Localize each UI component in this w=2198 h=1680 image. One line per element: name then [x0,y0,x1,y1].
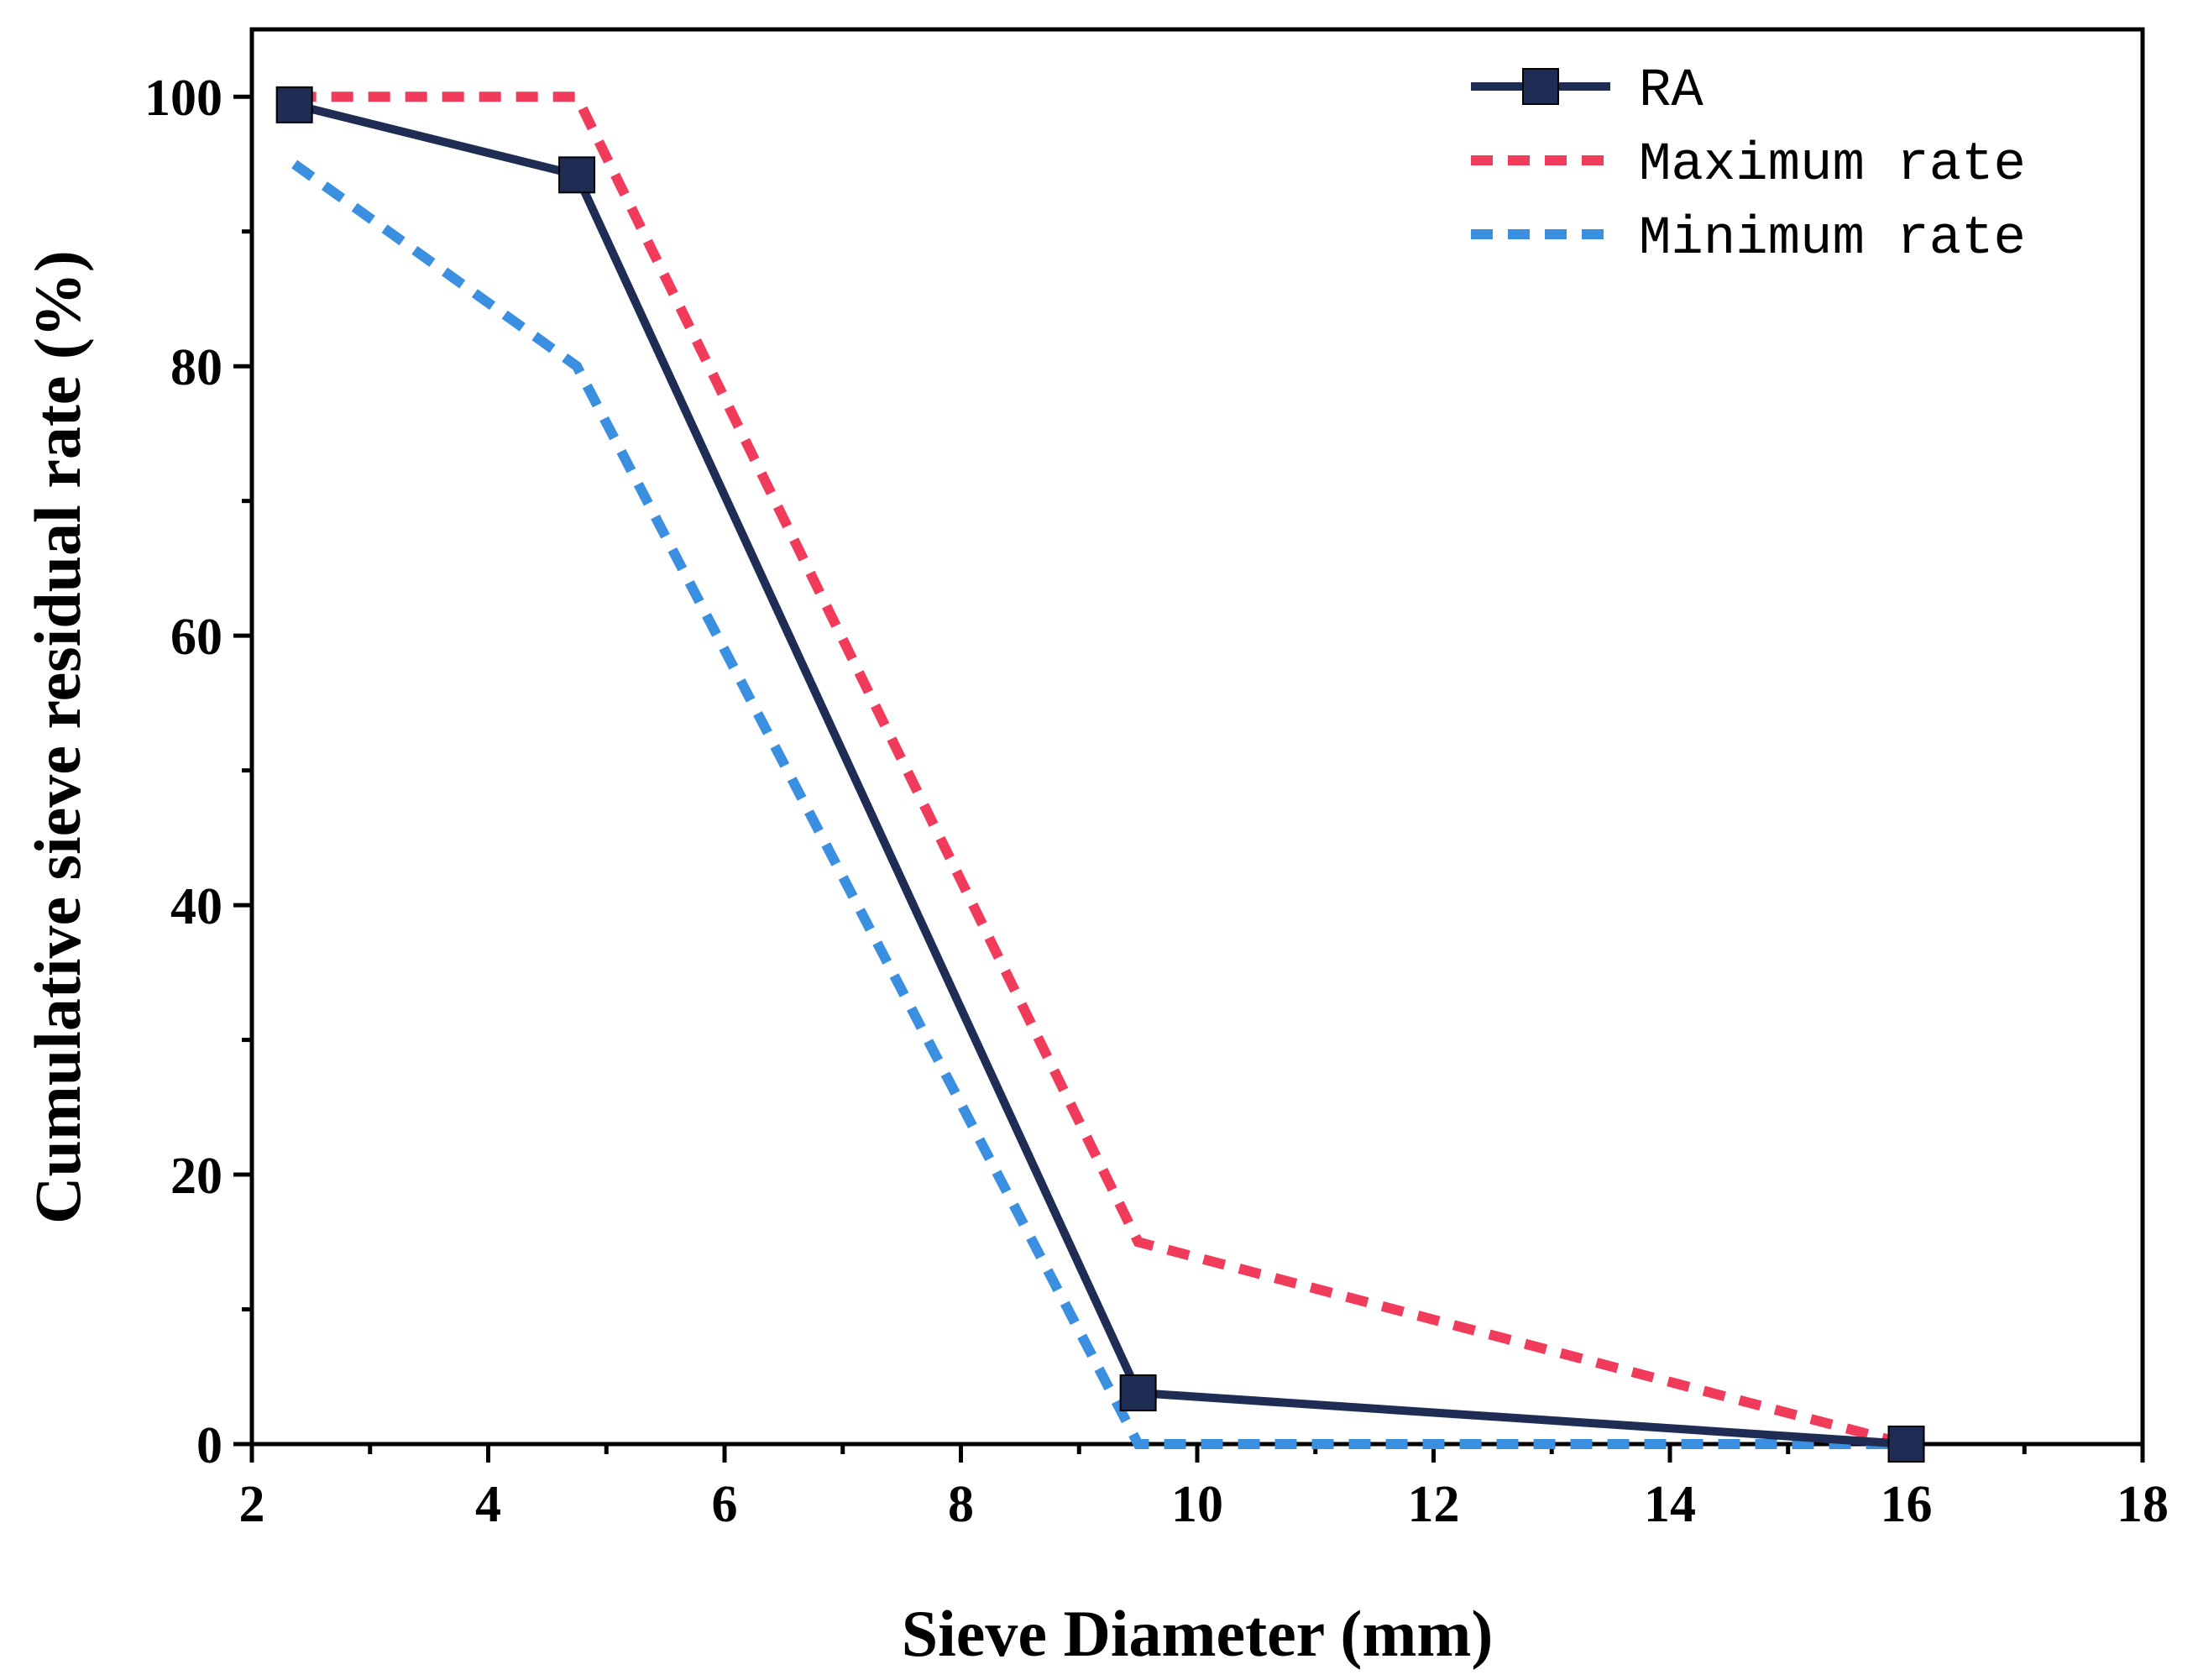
series-layer [275,86,1925,1463]
x-tick-label: 2 [239,1476,265,1533]
data-point-ra [1887,1426,1925,1463]
x-tick-label: 18 [2117,1476,2169,1533]
x-tick-labels: 2 4 6 8 10 12 14 16 18 [239,1476,2169,1533]
series-line-minimum-rate [291,160,1907,1449]
data-point-ra [1119,1374,1157,1412]
x-tick-label: 16 [1881,1476,1933,1533]
x-tick-label: 4 [475,1476,501,1533]
data-point-ra [275,86,313,123]
legend-label-maximum-rate: Maximum rate [1639,135,2026,196]
legend-marker-ra [1522,68,1559,105]
y-axis-title: Cumulative sieve residual rate (%) [21,250,94,1224]
legend-label-minimum-rate: Minimum rate [1639,209,2026,270]
x-tick-label: 8 [948,1476,974,1533]
x-axis-title: Sieve Diameter (mm) [902,1597,1494,1670]
x-tick-label: 12 [1408,1476,1460,1533]
series-line-ra [293,101,1907,1448]
x-tick-label: 10 [1171,1476,1223,1533]
legend: RA Maximum rate Minimum rate [1471,61,2026,270]
y-tick-label: 40 [170,878,222,935]
series-line-maximum-rate [294,92,1908,1449]
y-tick-label: 0 [196,1417,222,1474]
legend-label-ra: RA [1639,61,1703,122]
y-tick-label: 100 [144,70,222,127]
y-tick-label: 80 [170,339,222,396]
data-point-ra [558,156,596,194]
y-tick-label: 60 [170,609,222,666]
x-tick-label: 6 [712,1476,738,1533]
y-tick-labels: 0 20 40 60 80 100 [144,70,222,1474]
x-tick-label: 14 [1644,1476,1696,1533]
y-tick-label: 20 [170,1148,222,1205]
